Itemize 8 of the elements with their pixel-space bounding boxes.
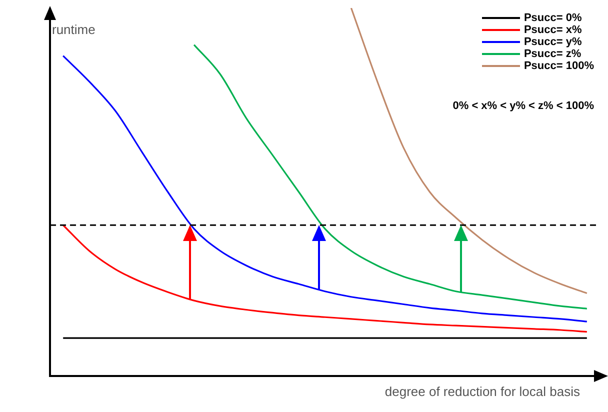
x-axis-title: degree of reduction for local basis bbox=[384, 384, 580, 399]
legend-label: Psucc= 0% bbox=[524, 12, 582, 24]
annotation: 0% < x% < y% < z% < 100% bbox=[452, 100, 594, 112]
legend-label: Psucc= x% bbox=[524, 24, 582, 36]
y-axis-title: runtime bbox=[52, 22, 96, 37]
legend-label: Psucc= z% bbox=[524, 48, 582, 60]
legend-label: Psucc= y% bbox=[524, 36, 582, 48]
legend-label: Psucc= 100% bbox=[524, 60, 594, 72]
